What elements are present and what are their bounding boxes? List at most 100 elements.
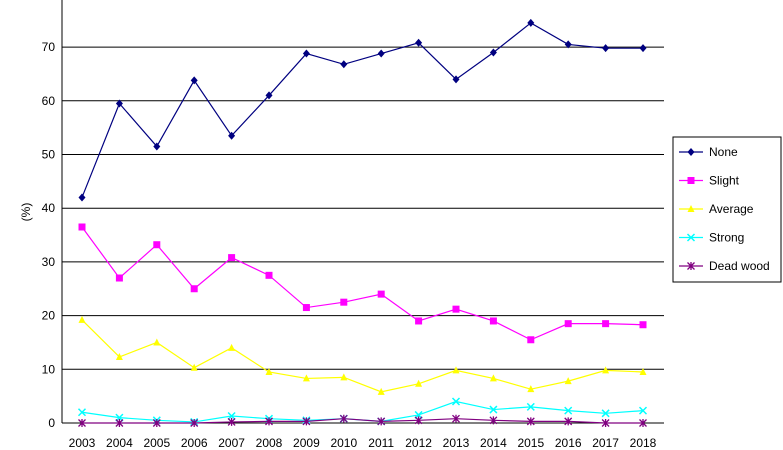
y-tick-label: 70	[42, 40, 56, 54]
data-point	[339, 414, 348, 423]
y-tick-label: 50	[42, 148, 56, 162]
data-point	[377, 49, 385, 58]
y-tick-label: 60	[42, 94, 56, 108]
gridlines	[61, 0, 664, 424]
data-point	[687, 205, 695, 212]
data-point	[228, 131, 236, 140]
data-point	[564, 40, 572, 49]
data-point	[602, 366, 610, 374]
data-point	[527, 336, 535, 344]
data-point	[686, 233, 696, 242]
series-line	[81, 226, 644, 341]
data-point	[265, 91, 273, 100]
data-point	[190, 76, 198, 85]
series-line	[81, 319, 644, 393]
data-point	[78, 223, 86, 231]
data-point	[451, 397, 461, 406]
data-point	[340, 298, 348, 306]
data-point	[228, 343, 236, 351]
data-point	[414, 416, 423, 425]
legend-item: Slight	[679, 174, 740, 188]
legend-box	[672, 136, 782, 283]
data-point	[564, 320, 572, 328]
x-tick-label: 2017	[592, 436, 619, 450]
legend-label: Slight	[709, 174, 740, 188]
y-axis-label: (%)	[19, 203, 33, 222]
data-point	[302, 304, 310, 312]
legend: None Slight Average Strong Dead wood	[672, 136, 782, 283]
legend-label: Dead wood	[709, 259, 770, 273]
series-group	[77, 18, 648, 427]
legend-item: None	[679, 145, 738, 159]
y-tick-label: 30	[42, 255, 56, 269]
data-point	[78, 315, 86, 323]
data-point	[415, 379, 423, 387]
data-point	[638, 406, 648, 415]
x-axis-ticks: 2003 2004 2005 2006 2007 2008 2009 2010 2011 2012…	[69, 436, 657, 450]
series-line	[81, 400, 644, 423]
legend-item: Average	[679, 202, 754, 216]
data-point	[639, 367, 647, 375]
data-point	[687, 177, 695, 184]
x-tick-label: 2013	[443, 436, 470, 450]
data-point	[489, 416, 498, 425]
data-point	[115, 352, 123, 360]
data-point	[527, 385, 535, 393]
data-point	[564, 406, 573, 415]
data-point	[190, 363, 198, 371]
data-point	[115, 274, 123, 282]
x-tick-label: 2011	[368, 436, 394, 450]
data-point	[452, 414, 460, 423]
data-point	[639, 44, 647, 53]
series-line	[82, 418, 643, 424]
data-point	[265, 367, 273, 375]
data-point	[153, 142, 161, 151]
data-point	[489, 317, 497, 325]
y-tick-label: 10	[42, 362, 56, 376]
data-point	[377, 387, 385, 395]
data-point	[687, 262, 695, 270]
data-point	[639, 419, 647, 427]
y-tick-label: 20	[42, 309, 56, 323]
data-point	[564, 377, 572, 385]
data-point	[190, 419, 199, 427]
data-point	[687, 148, 695, 156]
x-tick-label: 2014	[480, 436, 507, 450]
series-average	[78, 315, 647, 395]
series-line	[81, 22, 643, 198]
x-tick-label: 2010	[330, 436, 357, 450]
x-tick-label: 2005	[143, 436, 170, 450]
data-point	[601, 419, 610, 427]
data-point	[452, 366, 460, 374]
legend-label: None	[709, 145, 738, 159]
data-point	[526, 417, 535, 426]
x-tick-label: 2003	[69, 436, 96, 450]
series-none	[78, 18, 647, 202]
legend-label: Strong	[709, 231, 744, 245]
data-point	[377, 290, 385, 298]
x-tick-label: 2015	[517, 436, 544, 450]
y-tick-label: 0	[48, 416, 55, 430]
data-point	[152, 419, 161, 427]
data-point	[489, 405, 498, 414]
data-point	[78, 193, 86, 202]
legend-item: Strong	[679, 231, 744, 245]
data-point	[340, 373, 348, 381]
data-point	[302, 417, 311, 426]
data-point	[526, 402, 535, 411]
data-point	[265, 271, 273, 279]
x-tick-label: 2008	[256, 436, 283, 450]
data-point	[78, 419, 86, 427]
data-point	[153, 241, 161, 249]
x-tick-label: 2018	[630, 436, 657, 450]
data-point	[302, 374, 310, 382]
data-point	[302, 49, 310, 58]
data-point	[489, 374, 497, 382]
data-point	[227, 411, 236, 421]
data-point	[415, 38, 423, 47]
data-point	[639, 321, 647, 329]
data-point	[601, 409, 610, 418]
x-tick-label: 2016	[555, 436, 582, 450]
y-axis-ticks: 0 10 20 30 40 50 60 70	[42, 40, 56, 430]
